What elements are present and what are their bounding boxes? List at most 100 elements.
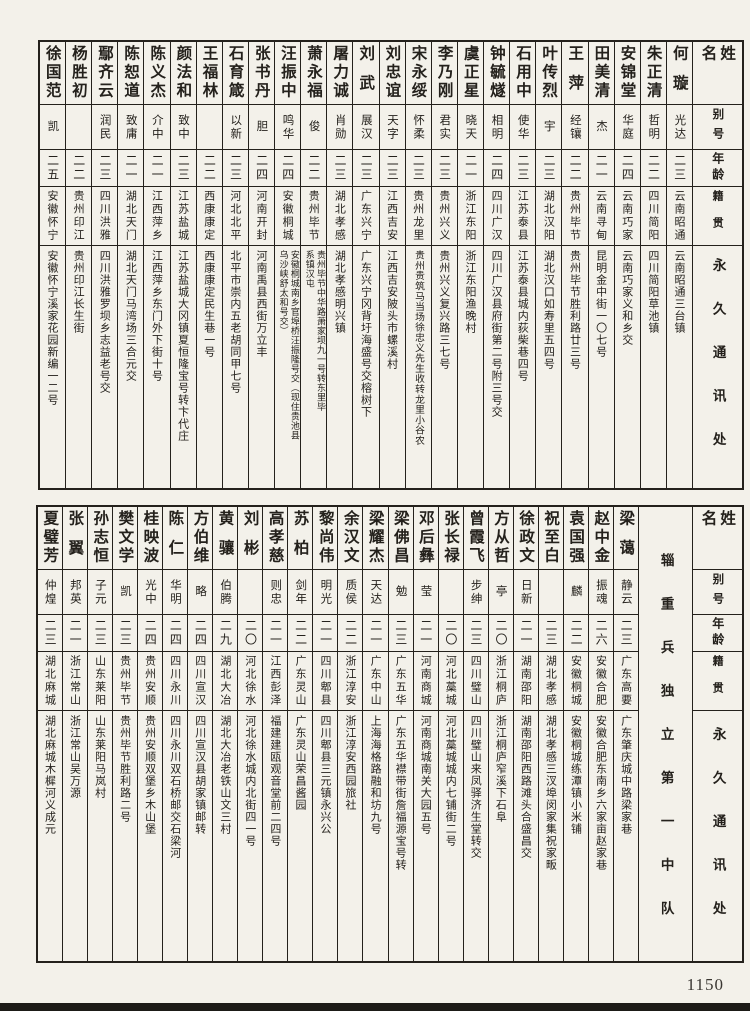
native-place-cell: 江西彭泽 [263, 651, 288, 710]
name-cell-text: 黄骧 [216, 510, 235, 569]
age-cell: 二一 [313, 614, 338, 651]
age-cell-text: 二一 [368, 619, 383, 647]
alias-cell-text: 略 [194, 585, 209, 599]
age-cell-text: 二三 [93, 619, 108, 647]
native-place-cell: 四川广汉 [484, 186, 510, 245]
name-cell-text: 王福林 [200, 45, 219, 101]
address-cell-text: 湖北天门马湾场三合元交 [124, 250, 138, 382]
alias-cell-text: 经镶 [568, 113, 583, 141]
name-cell-text: 何璇 [670, 45, 689, 104]
alias-cell-text: 亭 [494, 585, 509, 599]
address-cell-text: 湖北麻城木樨河义成元 [43, 715, 57, 835]
person-column: 梁佛昌勉二三 广东五华 广东五华襟带街詹福源宝号转 [388, 507, 414, 961]
age-cell: 二三 [463, 614, 488, 651]
address-cell-text: 四川璧山来凤驿济生堂转交 [469, 715, 483, 859]
name-cell-text: 余汉文 [341, 510, 360, 566]
person-column: 陈仁 华明 二四 四川永川 四川永川双石桥邮交石梁河 [163, 507, 189, 961]
address-cell-text: 湖北孝感三汊埠闵家集祝家畈 [544, 715, 558, 871]
name-cell: 曾霞飞 [464, 507, 488, 569]
native-place-cell: 湖南邵阳 [513, 651, 538, 710]
address-cell: 安徽怀宁溪家花园新编一二号 [39, 245, 65, 488]
age-cell-text: 二四 [143, 619, 158, 647]
person-column: 田美清杰二一 云南寻甸 昆明金中街一〇七号 [588, 42, 615, 488]
alias-cell: 胆 [248, 104, 274, 149]
native-place-cell: 河北北平 [222, 186, 248, 245]
address-cell: 北平市崇内五老胡同甲七号 [222, 245, 248, 488]
native-place-cell-text: 四川郫县 [319, 655, 332, 707]
alias-cell: 鸣华 [275, 104, 301, 149]
person-column: 陈义杰 介中 二一 江西萍乡 江西萍乡东门外下街十号 [144, 42, 171, 488]
address-cell: 浙江常山吴万源 [62, 710, 87, 961]
age-cell-text: 二三 [97, 154, 112, 182]
alias-cell [438, 569, 463, 614]
age-cell-text: 二一 [268, 619, 283, 647]
alias-cell [538, 569, 563, 614]
alias-cell-text: 介中 [150, 113, 165, 141]
name-cell: 祝至白 [539, 507, 563, 569]
name-cell: 王福林 [197, 42, 222, 104]
person-column: 梁耀杰 天达 二一 广东中山 上海海格路融和坊九号 [363, 507, 389, 961]
person-column: 祝至白 二三 湖北孝感 湖北孝感三汊埠闵家集祝家畈 [538, 507, 564, 961]
native-place-cell-text: 湖北孝感 [544, 655, 558, 707]
address-cell-text: 安徽桐城南乡官埠桥汪振隆号交（现住贵池县 乌沙峡舒太和号交） [277, 250, 299, 440]
unit-label-cell: 辎重兵独立第一中队 [639, 507, 692, 961]
person-column: 刘忠谊 天字 二三 江西吉安 江西吉安陂头市螺溪村 [379, 42, 406, 488]
person-column: 鄢齐云 润民 二三 四川洪雅 四川洪雅罗坝乡志益老号交 [92, 42, 119, 488]
person-column: 刘武 展汉 二三 广东兴宁 广东兴宁冈背圩海盛号交榕树下 [353, 42, 380, 488]
native-place-cell: 云南巧家 [614, 186, 640, 245]
native-place-cell: 西康康定 [196, 186, 222, 245]
alias-cell-text: 静云 [619, 578, 634, 606]
native-place-cell-text: 江西吉安 [385, 190, 399, 242]
age-cell-text: 二五 [45, 154, 60, 182]
alias-cell: 天字 [379, 104, 405, 149]
name-cell: 黎尚伟 [313, 507, 337, 569]
address-cell: 贵州兴义复兴路三七号 [431, 245, 457, 488]
native-place-cell: 贵州兴义 [431, 186, 457, 245]
native-place-cell: 江苏盐城 [170, 186, 196, 245]
name-cell-text: 刘忠谊 [383, 45, 402, 101]
address-cell: 湖北天门马湾场三合元交 [118, 245, 144, 488]
native-place-cell-text: 江苏泰县 [516, 190, 530, 242]
name-cell-text: 苏柏 [291, 510, 310, 569]
age-cell: 二一 [263, 614, 288, 651]
alias-cell: 华明 [163, 569, 188, 614]
person-column: 何璇 光达 二三 云南昭通 云南昭通三台镇 [666, 42, 693, 488]
person-column: 徐政文 日新 二一 湖南邵阳 湖南邵阳西路滩头合盛昌交 [513, 507, 539, 961]
person-column: 方伯维略二四 四川宣汉 四川宣汉县胡家镇邮转 [188, 507, 214, 961]
name-cell: 张书丹 [249, 42, 274, 104]
alias-cell: 光达 [666, 104, 692, 149]
alias-cell-text: 邦英 [68, 578, 83, 606]
alias-cell: 略 [188, 569, 213, 614]
native-place-cell: 贵州安顺 [138, 651, 163, 710]
address-cell-text: 浙江桐庐窄溪下石阜 [494, 715, 508, 823]
native-place-cell-text: 浙江东阳 [464, 190, 478, 242]
age-cell-text: 二〇 [243, 619, 258, 647]
column-header-alias: 别号 [693, 104, 742, 149]
address-cell: 贵州贵筑马当场徐忠义先生收转龙里小谷农 [405, 245, 431, 488]
name-cell: 张长禄 [439, 507, 463, 569]
address-cell: 湖北麻城木樨河义成元 [37, 710, 62, 961]
name-cell: 虞正星 [458, 42, 483, 104]
address-cell-text: 贵州毕节胜利路二号 [118, 715, 132, 823]
native-place-cell-text: 贵州毕节 [568, 190, 582, 242]
native-place-cell: 浙江常山 [62, 651, 87, 710]
native-place-cell-text: 四川宣汉 [193, 655, 207, 707]
person-column: 张翼 邦英 二一 浙江常山 浙江常山吴万源 [62, 507, 88, 961]
address-cell-text: 广东灵山荣昌酱园 [293, 715, 307, 811]
native-place-cell-text: 江西彭泽 [268, 655, 282, 707]
age-cell: 二四 [248, 149, 274, 186]
native-place-cell-text: 湖北孝感 [333, 190, 347, 242]
name-cell: 方伯维 [188, 507, 212, 569]
native-place-cell: 江苏泰县 [510, 186, 536, 245]
address-cell-text: 河北徐水城内北街四一号 [243, 715, 257, 847]
native-place-cell: 湖北麻城 [37, 651, 62, 710]
address-cell-text: 贵州安顺双堡乡木山堡 [143, 715, 157, 835]
alias-cell-text: 天达 [369, 578, 384, 606]
address-cell: 贵州毕节胜利路二号 [113, 710, 138, 961]
alias-cell: 肖勋 [327, 104, 353, 149]
column-header-address: 永久通讯处 [693, 710, 742, 961]
age-cell-text: 二二 [568, 154, 583, 182]
name-cell: 桂映波 [138, 507, 162, 569]
name-cell-text: 曾霞飞 [466, 510, 485, 566]
